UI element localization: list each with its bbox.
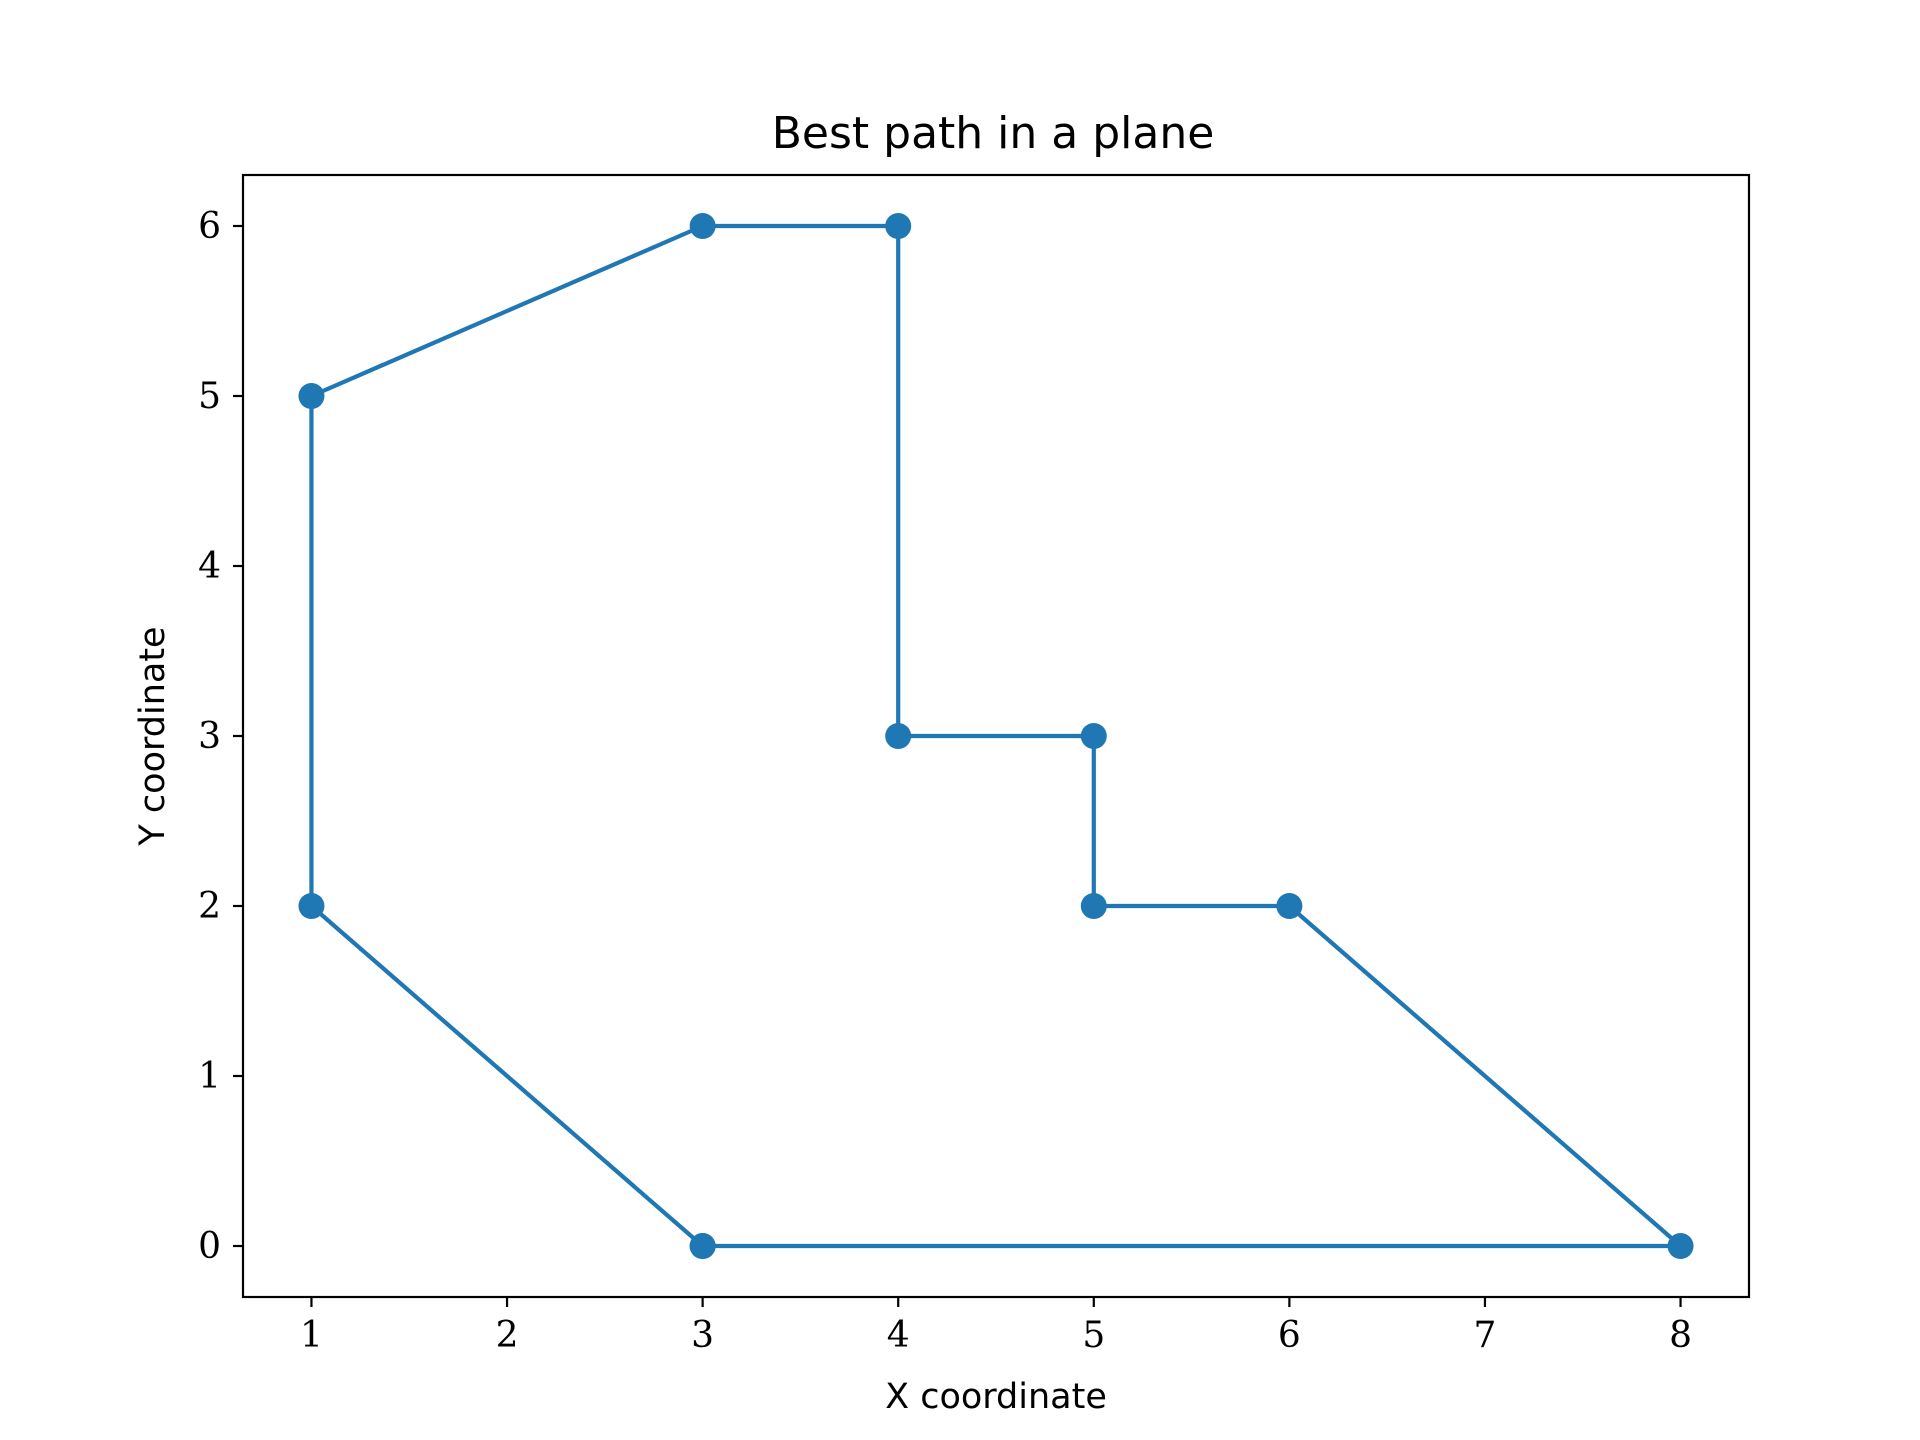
y-tick-label: 5 xyxy=(198,376,221,417)
x-tick-label: 2 xyxy=(496,1315,519,1356)
data-point xyxy=(1276,893,1303,919)
y-tick-label: 6 xyxy=(198,206,221,247)
y-tick-label: 1 xyxy=(198,1056,221,1097)
data-point xyxy=(1667,1233,1694,1259)
y-tick-label: 3 xyxy=(198,716,221,757)
x-tick-label: 4 xyxy=(887,1315,910,1356)
x-axis: 1 2 3 4 5 6 7 8 xyxy=(300,1297,1692,1356)
data-point xyxy=(1080,723,1107,749)
x-axis-label: X coordinate xyxy=(885,1377,1107,1417)
y-tick-label: 0 xyxy=(198,1226,221,1267)
x-tick-label: 8 xyxy=(1669,1315,1692,1356)
chart-title: Best path in a plane xyxy=(772,108,1215,159)
data-point xyxy=(885,213,912,239)
series-line xyxy=(309,223,1683,1249)
x-tick-label: 3 xyxy=(691,1315,714,1356)
y-tick-label: 2 xyxy=(198,886,221,927)
y-axis-label: Y coordinate xyxy=(133,626,173,846)
x-tick-label: 1 xyxy=(300,1315,323,1356)
data-point xyxy=(689,213,716,239)
data-point xyxy=(298,383,325,409)
x-tick-label: 6 xyxy=(1278,1315,1301,1356)
data-point xyxy=(1080,893,1107,919)
y-tick-label: 4 xyxy=(198,546,221,587)
series-layer xyxy=(298,213,1694,1259)
x-tick-label: 7 xyxy=(1474,1315,1497,1356)
data-point xyxy=(298,893,325,919)
y-axis: 0 1 2 3 4 5 6 xyxy=(198,206,243,1267)
data-point xyxy=(885,723,912,749)
data-point xyxy=(689,1233,716,1259)
x-tick-label: 5 xyxy=(1082,1315,1105,1356)
